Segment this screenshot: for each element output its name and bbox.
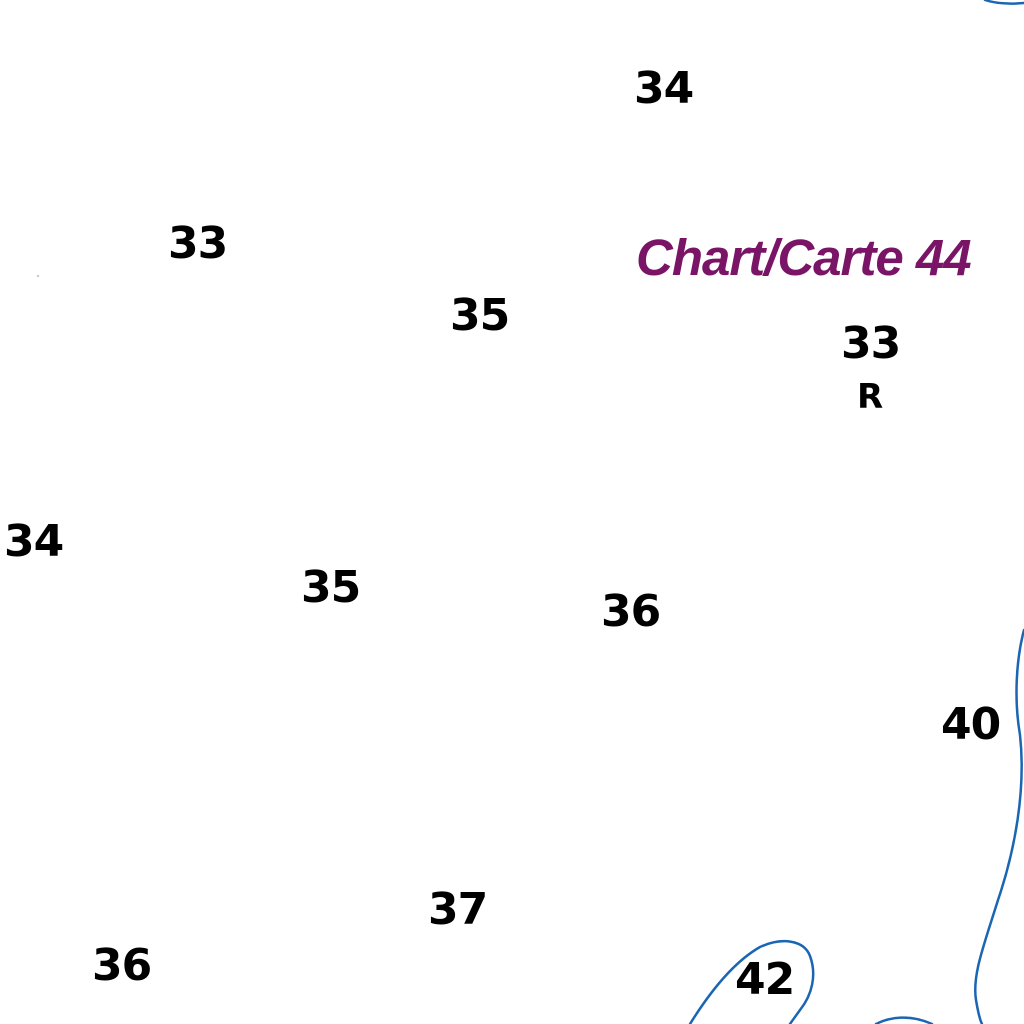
depth-sounding: 34 <box>4 516 64 567</box>
depth-contour-42-loop <box>688 939 815 1024</box>
depth-sounding: 37 <box>428 884 488 935</box>
chart-reference-label: Chart/Carte 44 <box>636 229 972 286</box>
depth-sounding: 33 <box>168 218 228 269</box>
depth-sounding: 42 <box>735 954 795 1005</box>
depth-sounding: 35 <box>450 290 510 341</box>
depth-contour-east <box>974 628 1024 1024</box>
depth-sounding: 36 <box>601 586 661 637</box>
depth-contour-top-right <box>983 0 1024 5</box>
depth-sounding: 35 <box>301 562 361 613</box>
depth-sounding: 36 <box>92 940 152 991</box>
depth-sounding: 40 <box>941 699 1001 750</box>
depth-contour-bottom-right <box>874 1016 934 1024</box>
map-speck <box>37 275 39 277</box>
bottom-quality-label: R <box>857 377 884 417</box>
depth-sounding: 34 <box>634 63 694 114</box>
depth-sounding: 33 <box>841 318 901 369</box>
